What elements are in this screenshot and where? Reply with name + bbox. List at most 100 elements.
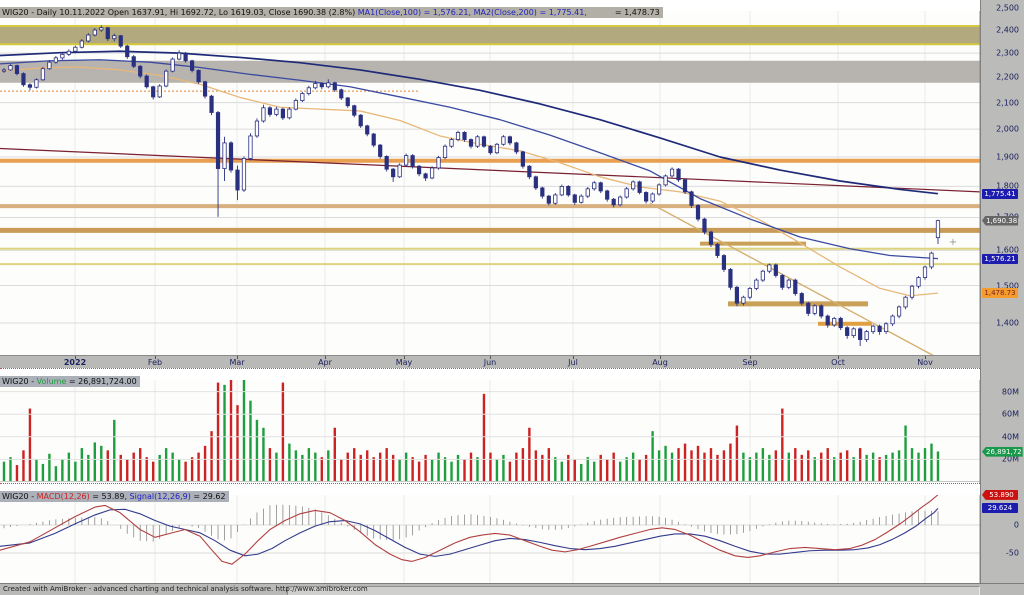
- candle-body: [825, 315, 830, 326]
- volume-bar: [417, 461, 421, 482]
- volume-bar: [495, 459, 499, 482]
- volume-bar: [897, 450, 901, 482]
- month-label: May: [395, 358, 413, 367]
- volume-bar: [236, 405, 239, 482]
- candle-body: [300, 93, 305, 101]
- candle-body: [423, 173, 428, 179]
- macd-pane-divider[interactable]: WIG20 - MACD(12,26) = 53.89, Signal(12,2…: [0, 483, 1024, 502]
- volume-bar: [145, 457, 148, 482]
- volume-bar: [430, 459, 434, 482]
- candle-body: [546, 195, 551, 204]
- candle-body: [592, 182, 597, 190]
- candle-body: [527, 165, 532, 178]
- volume-bar: [67, 452, 71, 482]
- volume-bar: [515, 452, 518, 482]
- macd-pane-title: WIG20 - MACD(12,26) = 53.89, Signal(12,2…: [0, 491, 229, 502]
- month-label: Apr: [318, 358, 332, 367]
- volume-bar: [664, 445, 667, 482]
- volume-axis-label: 60M: [1001, 409, 1019, 419]
- volume-bar: [755, 452, 758, 482]
- volume-bar: [554, 457, 557, 482]
- candle-body: [851, 328, 856, 336]
- month-tick: [404, 356, 405, 359]
- candle-body: [760, 270, 765, 281]
- volume-bar: [314, 452, 317, 482]
- candle-body: [631, 181, 636, 190]
- candle-body: [553, 194, 558, 204]
- volume-bar: [625, 457, 628, 482]
- volume-bar: [845, 450, 849, 482]
- volume-bar: [391, 454, 395, 482]
- candle-body: [151, 86, 156, 98]
- candle-body: [215, 112, 221, 169]
- volume-bar: [288, 443, 291, 482]
- volume-bar: [677, 448, 680, 482]
- candle-body: [293, 100, 298, 110]
- volume-bar: [469, 452, 473, 482]
- volume-bar: [768, 454, 771, 482]
- volume-pane-divider[interactable]: WIG20 - Volume = 26,891,724.00: [0, 368, 1024, 387]
- candle-body: [644, 192, 649, 202]
- candle-body: [202, 81, 208, 97]
- candle-body: [358, 114, 363, 127]
- volume-bar: [262, 427, 265, 482]
- volume-bar: [683, 443, 687, 482]
- candle-body: [397, 164, 402, 178]
- volume-badge: 26,891,72: [982, 446, 1023, 457]
- volume-bar: [151, 461, 155, 482]
- long-term-downtrend: [0, 147, 980, 193]
- volume-bar: [813, 457, 816, 482]
- candle-body: [365, 125, 370, 135]
- volume-bar: [826, 448, 829, 482]
- volume-bar: [22, 450, 25, 482]
- month-tick: [660, 356, 661, 359]
- price-pane: +: [0, 10, 980, 355]
- candle-body: [838, 317, 843, 329]
- candle-body: [598, 182, 603, 192]
- candle-body: [922, 266, 928, 278]
- candle-body: [417, 165, 422, 175]
- volume-bar: [113, 419, 116, 482]
- candle-body: [209, 95, 214, 113]
- month-tick: [573, 356, 574, 359]
- candle-body: [118, 35, 123, 47]
- volume-bar: [884, 454, 888, 482]
- volume-bar: [580, 463, 583, 482]
- candle-body: [144, 75, 149, 88]
- candle-body: [404, 155, 409, 166]
- volume-bar: [586, 457, 589, 482]
- volume-bar: [910, 448, 914, 482]
- candle-body: [637, 181, 642, 193]
- volume-bar: [80, 448, 84, 482]
- volume-bar: [327, 450, 330, 482]
- volume-bar: [456, 454, 460, 482]
- candle-body: [605, 190, 610, 200]
- month-label: Aug: [652, 358, 668, 367]
- candle-body: [767, 264, 772, 272]
- volume-bar: [716, 454, 719, 482]
- title-segment: = 29.62: [190, 492, 226, 501]
- volume-bar: [450, 461, 453, 482]
- volume-bar: [670, 452, 674, 482]
- candle-body: [345, 97, 350, 107]
- candle-body: [468, 139, 474, 147]
- candle-body: [261, 107, 266, 122]
- volume-bar: [502, 454, 505, 482]
- volume-bar: [923, 448, 927, 482]
- candle-body: [864, 331, 869, 340]
- candle-body: [222, 142, 227, 169]
- volume-bar: [307, 448, 311, 482]
- volume-bar: [618, 461, 622, 482]
- candle-body: [786, 279, 791, 288]
- volume-bar: [378, 452, 382, 482]
- candle-body: [916, 277, 921, 287]
- candle-body: [60, 53, 65, 59]
- volume-bar: [696, 445, 700, 482]
- time-axis[interactable]: 2022 Feb Mar Apr May Jun Jul Aug Sep Oct Nov: [0, 355, 980, 368]
- candle-body: [455, 131, 461, 140]
- macd-badge: 53.890: [982, 489, 1018, 500]
- volume-bar: [385, 448, 388, 482]
- right-axis-column[interactable]: 2,500 2,400 2,300 2,200 2,100 2,000 1,900 1,800…: [980, 0, 1024, 583]
